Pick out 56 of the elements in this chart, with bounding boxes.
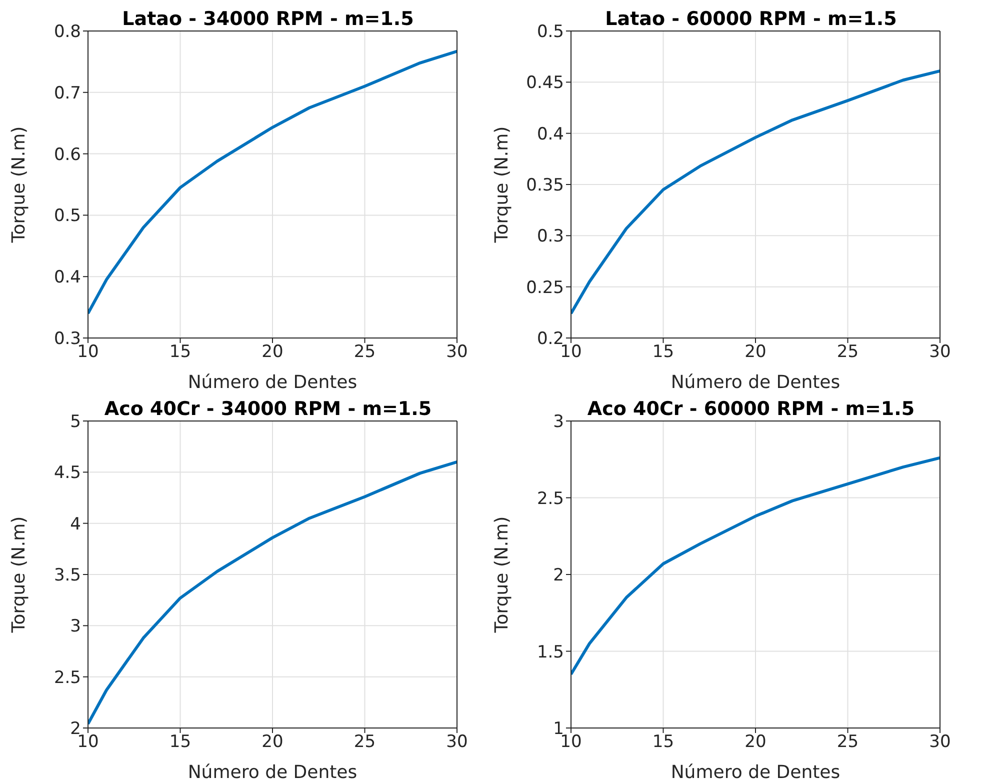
x-axis-title: Número de Dentes [188, 762, 358, 781]
x-tick-label: 25 [354, 732, 376, 752]
line-series [88, 50, 457, 315]
y-tick-label: 0.6 [54, 144, 81, 165]
x-tick-label: 15 [169, 732, 192, 752]
y-tick-label: 5 [70, 412, 81, 432]
x-tick-label: 20 [744, 342, 766, 362]
y-tick-label: 0.4 [536, 124, 564, 144]
x-tick-label: 10 [77, 732, 99, 752]
y-tick-label: 3 [70, 616, 81, 637]
y-tick-label: 0.3 [536, 226, 564, 247]
y-tick-label: 2 [553, 566, 564, 586]
y-axis-title: Torque (N.m) [491, 516, 512, 634]
y-tick-label: 0.7 [54, 83, 81, 104]
x-tick-label: 15 [652, 342, 674, 362]
chart-title: Aco 40Cr - 34000 RPM - m=1.5 [104, 398, 432, 420]
line-series [571, 456, 940, 676]
x-tick-label: 30 [446, 732, 468, 752]
y-tick-label: 2.5 [536, 488, 564, 509]
y-axis-title: Torque (N.m) [8, 126, 30, 244]
y-tick-label: 0.4 [54, 268, 81, 288]
y-tick-label: 4.5 [54, 463, 81, 484]
x-tick-label: 25 [836, 342, 859, 362]
x-axis-title: Número de Dentes [670, 762, 840, 781]
y-tick-label: 0.35 [526, 176, 564, 196]
x-tick-label: 30 [446, 342, 468, 362]
y-axis-title: Torque (N.m) [491, 126, 512, 244]
chart-title: Latao - 60000 RPM - m=1.5 [605, 8, 897, 30]
y-tick-label: 0.5 [54, 206, 81, 226]
y-tick-label: 2.5 [54, 668, 81, 688]
x-tick-label: 20 [262, 342, 284, 362]
y-tick-label: 0.25 [526, 278, 564, 298]
x-axis-title: Número de Dentes [670, 372, 840, 393]
x-tick-label: 20 [262, 732, 284, 752]
x-tick-label: 25 [354, 342, 376, 362]
x-tick-label: 30 [929, 732, 951, 752]
y-tick-label: 3.5 [54, 566, 81, 586]
x-tick-label: 15 [169, 342, 192, 362]
y-tick-label: 4 [70, 514, 81, 534]
y-tick-label: 1.5 [536, 642, 564, 662]
x-tick-label: 25 [836, 732, 859, 752]
x-tick-label: 10 [560, 732, 582, 752]
line-series [88, 460, 457, 726]
x-axis-title: Número de Dentes [188, 372, 358, 393]
y-tick-label: 0.5 [536, 22, 564, 42]
y-axis-title: Torque (N.m) [8, 516, 30, 634]
chart-title: Aco 40Cr - 60000 RPM - m=1.5 [587, 398, 915, 420]
y-tick-label: 0.45 [526, 73, 564, 94]
x-tick-label: 15 [652, 732, 674, 752]
x-tick-label: 10 [560, 342, 582, 362]
line-series [571, 69, 940, 315]
x-tick-label: 30 [929, 342, 951, 362]
y-tick-label: 3 [553, 412, 564, 432]
x-tick-label: 20 [744, 732, 766, 752]
chart-title: Latao - 34000 RPM - m=1.5 [122, 8, 414, 30]
y-tick-label: 0.8 [54, 22, 81, 42]
